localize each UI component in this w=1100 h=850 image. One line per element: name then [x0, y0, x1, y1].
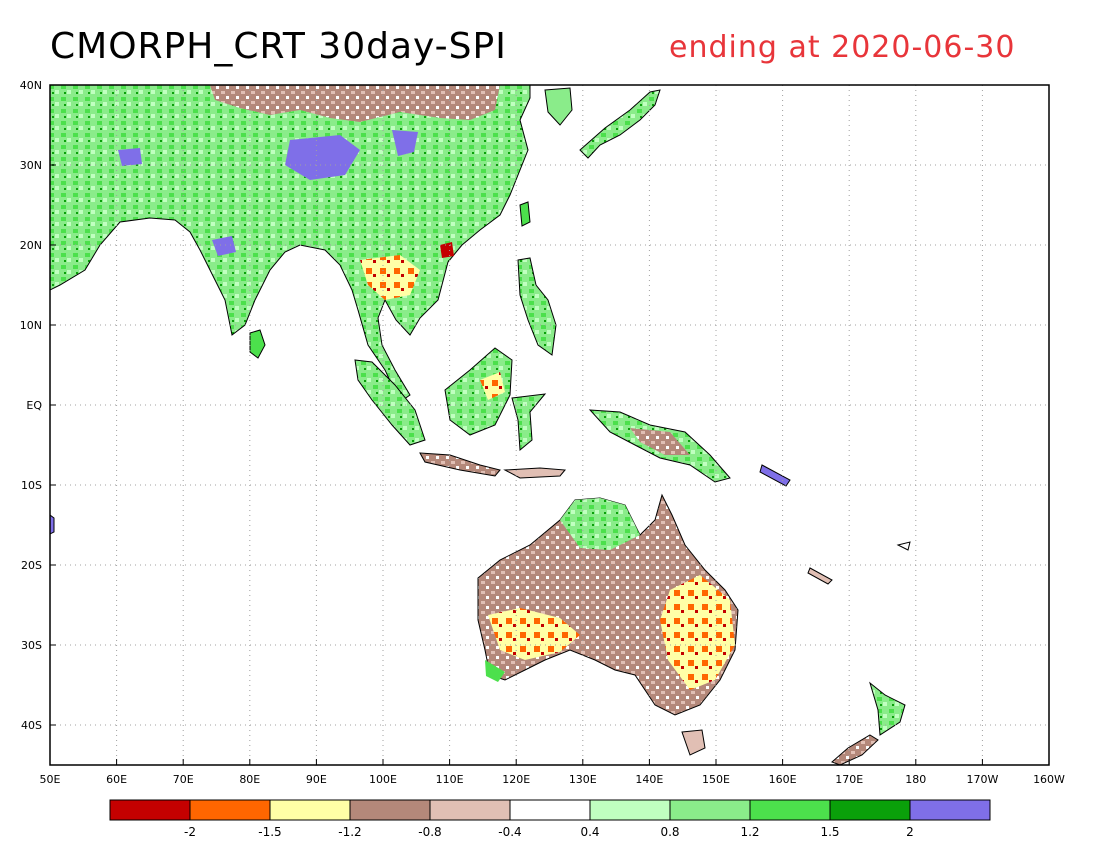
- legend-label: -1.2: [338, 825, 361, 839]
- lat-tick-label: 30S: [21, 639, 42, 652]
- lon-tick-label: 130E: [569, 773, 597, 786]
- wet-patch-australia-north: [560, 498, 640, 550]
- legend-label: -1.5: [258, 825, 281, 839]
- dry-patch-australia-east: [660, 575, 735, 690]
- lon-tick-label: 160W: [1033, 773, 1065, 786]
- lon-tick-label: 90E: [306, 773, 327, 786]
- land-srilanka: [249, 329, 266, 359]
- lon-tick-label: 110E: [436, 773, 464, 786]
- lon-tick-label: 140E: [635, 773, 663, 786]
- map-frame: [49, 84, 1050, 766]
- lat-tick-label: 10N: [20, 319, 42, 332]
- lon-tick-label: 70E: [173, 773, 194, 786]
- land-tasmania: [681, 729, 706, 756]
- longitude-labels: 50E 60E 70E 80E 90E 100E 110E 120E 130E 140E 150E 1…: [40, 773, 1066, 786]
- wet-patch-india: [212, 236, 236, 256]
- lat-tick-label: 20N: [20, 239, 42, 252]
- dry-patch-borneo: [480, 372, 505, 400]
- wet-patch-persia: [118, 148, 142, 166]
- legend-label: 1.5: [820, 825, 839, 839]
- lon-tick-label: 160E: [769, 773, 797, 786]
- lon-tick-label: 180: [905, 773, 926, 786]
- lat-tick-label: 20S: [21, 559, 42, 572]
- legend-label: 0.8: [660, 825, 679, 839]
- lon-tick-label: 100E: [369, 773, 397, 786]
- legend-swatch: [429, 799, 511, 821]
- lon-tick-label: 170W: [966, 773, 998, 786]
- graticule: [49, 84, 1050, 765]
- land-borneo: [444, 347, 513, 436]
- legend-swatch: [269, 799, 351, 821]
- dry-patch-indochina: [360, 255, 420, 300]
- land-japan: [579, 89, 661, 159]
- land-korea: [544, 87, 573, 126]
- land-fiji: [896, 541, 911, 551]
- wet-patch-tibet: [285, 135, 360, 180]
- legend-swatch: [589, 799, 671, 821]
- latitude-labels: 40N 30N 20N 10N EQ 10S 20S 30S 40S: [20, 79, 43, 732]
- lon-tick-label: 150E: [702, 773, 730, 786]
- map-title: CMORPH_CRT 30day-SPI: [50, 26, 507, 67]
- legend-swatch: [669, 799, 751, 821]
- lat-tick-label: 10S: [21, 479, 42, 492]
- legend-label: -2: [184, 825, 196, 839]
- land-java: [419, 452, 501, 477]
- wet-patch-china: [392, 130, 418, 156]
- dry-patch-newguinea: [630, 428, 690, 455]
- land-madagascar-edge: [50, 514, 55, 535]
- legend-swatch: [509, 799, 591, 821]
- land-newzealand-north: [869, 681, 906, 736]
- land-newzealand-south: [831, 734, 879, 765]
- land-lesser-sunda: [503, 467, 567, 479]
- lat-tick-label: 30N: [20, 159, 42, 172]
- legend-swatch: [349, 799, 431, 821]
- legend-swatch: [189, 799, 271, 821]
- land-layer: [50, 85, 911, 765]
- legend-swatch: [909, 799, 991, 821]
- lat-tick-label: EQ: [26, 399, 42, 412]
- lon-tick-label: 120E: [502, 773, 530, 786]
- land-taiwan: [519, 201, 531, 227]
- land-asia-north-brown: [210, 85, 500, 122]
- land-philippines: [517, 257, 557, 356]
- lon-tick-label: 50E: [40, 773, 61, 786]
- lon-tick-label: 170E: [835, 773, 863, 786]
- land-sulawesi: [511, 393, 547, 452]
- lat-tick-label: 40S: [21, 719, 42, 732]
- dry-patch-australia-west: [488, 608, 580, 660]
- legend-swatch: [109, 799, 191, 821]
- legend-label: 1.2: [740, 825, 759, 839]
- dry-patch-china-south: [440, 242, 454, 258]
- land-sumatra: [354, 359, 426, 446]
- legend-label: -0.4: [498, 825, 521, 839]
- legend-label: -0.8: [418, 825, 441, 839]
- legend-label: 2: [906, 825, 914, 839]
- legend-label: 0.4: [580, 825, 599, 839]
- lon-tick-label: 80E: [239, 773, 260, 786]
- land-asia: [50, 85, 531, 403]
- lon-tick-label: 60E: [106, 773, 127, 786]
- land-newcaledonia: [807, 567, 833, 585]
- wet-patch-australia-sw: [485, 660, 505, 682]
- legend-swatch: [749, 799, 831, 821]
- lat-tick-label: 40N: [20, 79, 42, 92]
- map-subtitle: ending at 2020-06-30: [669, 30, 1016, 65]
- color-legend: -2 -1.5 -1.2 -0.8 -0.4 0.4 0.8 1.2 1.5 2: [109, 799, 991, 839]
- legend-swatch: [829, 799, 911, 821]
